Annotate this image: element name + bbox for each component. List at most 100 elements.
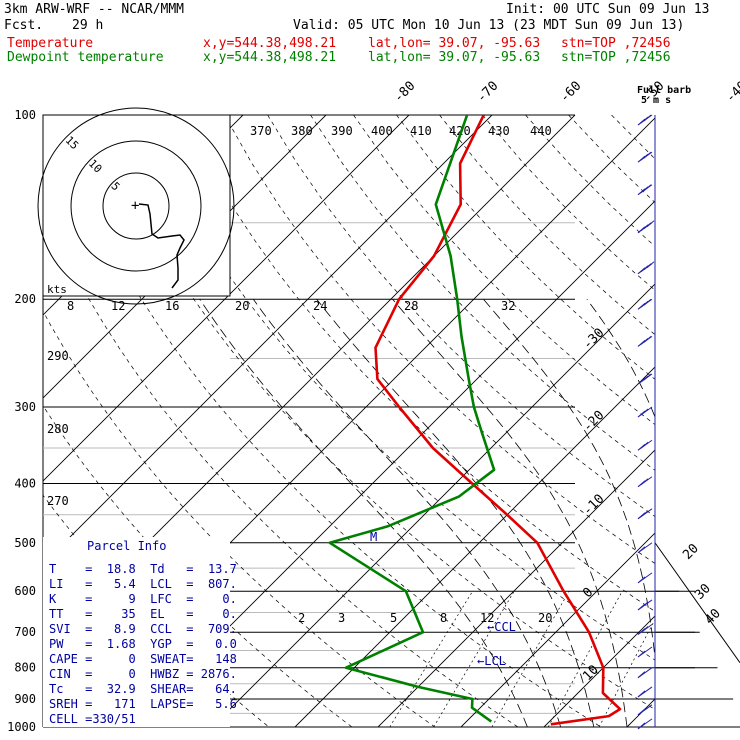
mixing-ratio-line: [433, 591, 515, 727]
moist-adiabat: [392, 298, 628, 727]
theta-label: 410: [410, 124, 432, 138]
isotherm-top-label: -60: [557, 79, 584, 106]
parcel-row: LI = 5.4 LCL = 807.: [49, 577, 237, 591]
theta-label: 380: [291, 124, 313, 138]
parcel-row: Tc = 32.9 SHEAR= 64.: [49, 682, 237, 696]
hodograph-ring: [102, 172, 170, 240]
isotherm-line: [128, 200, 655, 727]
dry-adiabat: [353, 115, 655, 426]
wind-barb: [637, 439, 653, 451]
pressure-label: 900: [14, 692, 36, 706]
dry-adiabat: [267, 115, 655, 517]
speed-label: 28: [404, 299, 418, 313]
dewpoint-latlon: lat,lon= 39.07, -95.63: [368, 50, 541, 65]
dewpoint-coord: x,y=544.38,498.21: [203, 50, 337, 65]
isotherm-line: [626, 698, 655, 727]
wind-barb: [637, 335, 653, 347]
speed-label: 16: [165, 299, 179, 313]
dry-adiabat: [525, 115, 655, 247]
mixing-ratio-label: 5: [390, 611, 397, 625]
isotherm-top-label: -80: [391, 79, 418, 106]
pressure-label: 100: [14, 108, 36, 122]
mixing-ratio-line: [598, 618, 655, 727]
moist-adiabat: [199, 298, 528, 727]
init-time: Init: 00 UTC Sun 09 Jun 13: [506, 2, 710, 17]
pressure-label: 1000: [7, 720, 36, 734]
wind-barb: [637, 572, 653, 584]
isotherm-top-label: -40: [723, 79, 740, 106]
theta-label: 420: [449, 124, 471, 138]
moist-adiabat: [252, 298, 561, 727]
lcl-marker: ←LCL: [477, 654, 506, 668]
parcel-row: CAPE = 0 SWEAT= 148: [49, 652, 237, 666]
wind-barb: [637, 406, 653, 418]
parcel-row: K = 9 LFC = 0.: [49, 592, 237, 606]
theta-label: 440: [530, 124, 552, 138]
dry-adiabat: [654, 115, 655, 116]
pressure-label: 400: [14, 476, 36, 490]
pressure-label: 500: [14, 536, 36, 550]
dry-adiabat: [698, 115, 740, 727]
theta-left-label: 280: [47, 422, 69, 436]
dry-adiabat: [95, 115, 655, 710]
hodograph-ring: [70, 140, 202, 272]
mixing-ratio-line: [547, 591, 623, 727]
temperature-profile: [374, 115, 622, 726]
temperature-station: stn=TOP ,72456: [561, 36, 671, 51]
theta-label: 400: [371, 124, 393, 138]
mixing-ratio-line: [491, 591, 570, 727]
isotherm-line: [43, 115, 410, 482]
wind-barb: [637, 542, 653, 554]
pressure-label: 800: [14, 661, 36, 675]
parcel-row: SREH = 171 LAPSE= 5.6: [49, 697, 237, 711]
parcel-row: T = 18.8 Td = 13.7: [49, 562, 237, 576]
pressure-label: 300: [14, 400, 36, 414]
hodograph-frame: [42, 114, 231, 297]
isotherm-line: [710, 115, 740, 727]
mixing-ratio-label: 20: [538, 611, 552, 625]
ccl-marker: ←CCL: [487, 620, 516, 634]
frame-diagonal: [654, 542, 740, 664]
wind-barb: [637, 646, 653, 658]
wind-barb: [637, 508, 653, 520]
parcel-row: CIN = 0 HWBZ = 2876.: [49, 667, 237, 681]
isotherm-line: [211, 283, 655, 727]
valid-time: Valid: 05 UTC Mon 10 Jun 13 (23 MDT Sun …: [293, 18, 685, 33]
isotherm-line: [43, 115, 493, 565]
mixing-ratio-label: 12: [480, 611, 494, 625]
barb-units: 5 m s: [641, 95, 671, 106]
dewpoint-legend: Dewpoint temperature: [7, 50, 164, 65]
dry-adiabat: [482, 115, 655, 291]
theta-left-label: 290: [47, 349, 69, 363]
mixing-ratio-line: [666, 591, 733, 727]
dry-adiabat: [43, 310, 436, 727]
parcel-row: PW = 1.68 YGP = 0.0: [49, 637, 237, 651]
moist-adiabat: [691, 299, 734, 727]
speed-label: 8: [67, 299, 74, 313]
dry-adiabat: [181, 115, 655, 612]
moist-adiabat: [586, 298, 655, 419]
dry-adiabat: [138, 115, 655, 661]
parcel-info-panel: Parcel Info T = 18.8 Td = 13.7 LI = 5.4 L…: [43, 537, 237, 727]
theta-label: 390: [331, 124, 353, 138]
hodograph-units: kts: [47, 283, 67, 296]
hodograph-ring: [37, 107, 235, 305]
dry-adiabat: [224, 115, 655, 564]
wind-barb: [637, 476, 653, 488]
dry-adiabat: [43, 206, 519, 727]
wind-barb: [637, 373, 653, 385]
temperature-latlon: lat,lon= 39.07, -95.63: [368, 36, 541, 51]
parcel-row: SVI = 8.9 CCL = 709.: [49, 622, 237, 636]
isotherm-bottom-label: 40: [702, 606, 724, 628]
pressure-label: 200: [14, 292, 36, 306]
speed-label: 32: [501, 299, 515, 313]
isotherm-right-label: 0: [580, 585, 596, 601]
wind-barb: [637, 298, 653, 310]
hodograph-center-icon: +: [131, 198, 139, 214]
speed-label: 20: [235, 299, 249, 313]
barb-header: Full barb: [637, 85, 691, 96]
dry-adiabat: [310, 115, 655, 471]
parcel-info-title: Parcel Info: [87, 539, 167, 553]
